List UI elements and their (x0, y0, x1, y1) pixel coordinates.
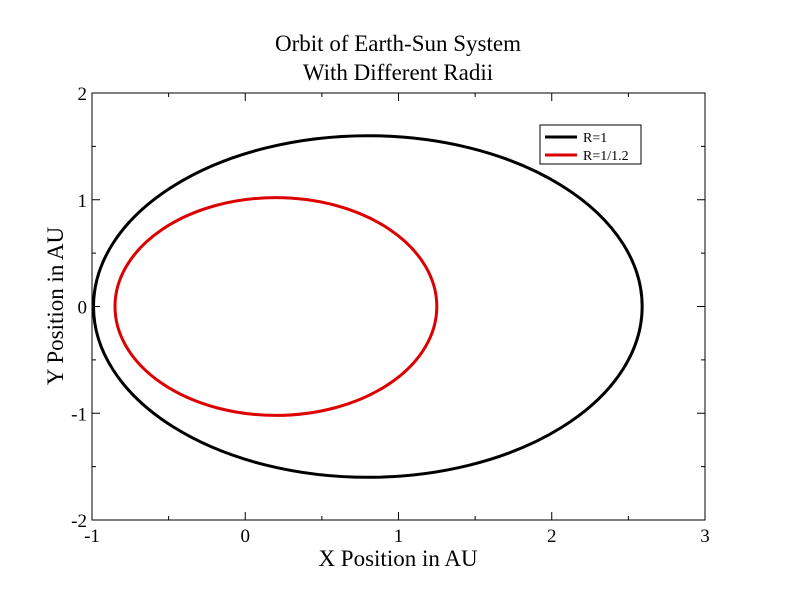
legend: R=1 R=1/1.2 (539, 124, 642, 165)
y-tick-label: 0 (78, 298, 88, 319)
x-tick-label: 3 (700, 526, 710, 547)
plot-area (91, 92, 706, 521)
x-tick-label: 1 (394, 526, 404, 547)
y-tick-label: 1 (78, 191, 88, 212)
x-tick-label: 0 (241, 526, 251, 547)
y-tick-label: -1 (71, 404, 87, 425)
chart-subtitle: With Different Radii (303, 60, 493, 85)
legend-label: R=1/1.2 (583, 149, 629, 164)
x-tick-labels: -1 0 1 2 3 (84, 526, 710, 547)
chart-title: Orbit of Earth-Sun System (275, 31, 521, 56)
orbit-series-1 (92, 134, 644, 479)
series-layer (92, 134, 644, 479)
x-tick-label: 2 (547, 526, 557, 547)
axis-ticks (91, 92, 706, 521)
y-tick-label: 2 (78, 84, 88, 105)
legend-label: R=1 (583, 131, 607, 146)
x-tick-label: -1 (84, 526, 100, 547)
x-axis-label: X Position in AU (318, 546, 478, 571)
y-tick-labels: -2 -1 0 1 2 (71, 84, 87, 532)
orbit-series-2 (113, 196, 439, 417)
y-axis-label: Y Position in AU (43, 226, 68, 385)
legend-box (539, 124, 642, 165)
y-tick-label: -2 (71, 511, 87, 532)
